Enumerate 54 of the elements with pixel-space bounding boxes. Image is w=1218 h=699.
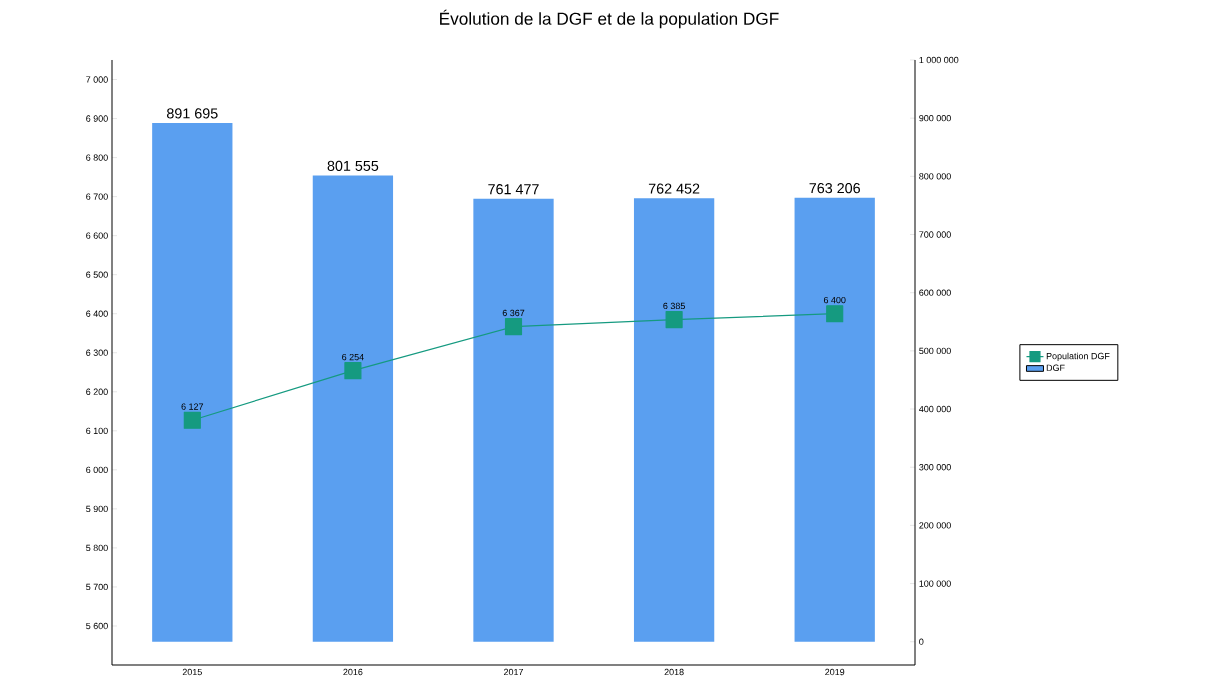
point xyxy=(826,305,844,323)
point xyxy=(344,362,362,380)
data-label: 762 452 xyxy=(648,183,700,194)
x-tick-label: 2019 xyxy=(825,668,845,676)
legend-label: DGF xyxy=(1046,364,1065,371)
x-tick-label: 2018 xyxy=(664,668,684,676)
y-tick-label: 6 100 xyxy=(86,427,108,434)
data-label: 761 477 xyxy=(488,184,539,195)
bar xyxy=(794,197,875,642)
y2-tick-label: 300 000 xyxy=(919,464,951,471)
x-tick-label: 2017 xyxy=(503,668,524,676)
y-tick-label: 5 900 xyxy=(86,505,108,513)
point xyxy=(504,318,523,336)
data-label: 801 555 xyxy=(327,160,379,171)
y-tick-label: 6 500 xyxy=(86,271,108,278)
legend-label: Population DGF xyxy=(1046,352,1110,361)
y-tick-label: 5 600 xyxy=(86,622,108,630)
y-tick-label: 6 000 xyxy=(86,466,108,474)
y-tick-label: 6 200 xyxy=(86,388,108,395)
y2-tick-label: 200 000 xyxy=(919,522,951,529)
y2-tick-label: 500 000 xyxy=(919,347,951,355)
y2-tick-label: 400 000 xyxy=(919,405,951,413)
y-tick-label: 7 000 xyxy=(86,76,108,83)
y-tick-label: 6 800 xyxy=(86,154,108,161)
data-label: 763 206 xyxy=(809,183,860,194)
y-tick-label: 6 700 xyxy=(86,193,108,200)
point xyxy=(183,411,201,429)
y-tick-label: 6 400 xyxy=(86,310,108,317)
point xyxy=(665,310,683,329)
data-label: 6 400 xyxy=(823,296,846,304)
data-label: 6 254 xyxy=(342,353,364,361)
x-tick-label: 2016 xyxy=(343,668,363,676)
data-label: 6 385 xyxy=(663,302,685,310)
bar xyxy=(633,198,715,642)
bar xyxy=(473,198,554,642)
y2-tick-label: 1 000 000 xyxy=(919,56,959,64)
x-tick-label: 2015 xyxy=(182,668,202,676)
y-tick-label: 6 900 xyxy=(86,115,108,122)
y-tick-label: 6 300 xyxy=(86,349,108,356)
bar xyxy=(312,175,394,642)
y-tick-label: 5 700 xyxy=(86,583,108,591)
y2-tick-label: 0 xyxy=(919,638,924,645)
y2-tick-label: 800 000 xyxy=(919,173,951,180)
data-label: 891 695 xyxy=(167,108,218,119)
chart-title: Évolution de la DGF et de la population DGF xyxy=(440,9,779,29)
y-tick-label: 6 600 xyxy=(86,232,108,239)
y2-tick-label: 700 000 xyxy=(919,231,951,238)
bar xyxy=(152,123,233,642)
data-label: 6 127 xyxy=(181,403,204,410)
y-tick-label: 5 800 xyxy=(86,544,108,552)
y2-tick-label: 900 000 xyxy=(919,114,951,122)
y2-tick-label: 600 000 xyxy=(919,289,951,296)
data-label: 6 367 xyxy=(502,309,525,317)
y2-tick-label: 100 000 xyxy=(919,580,951,587)
